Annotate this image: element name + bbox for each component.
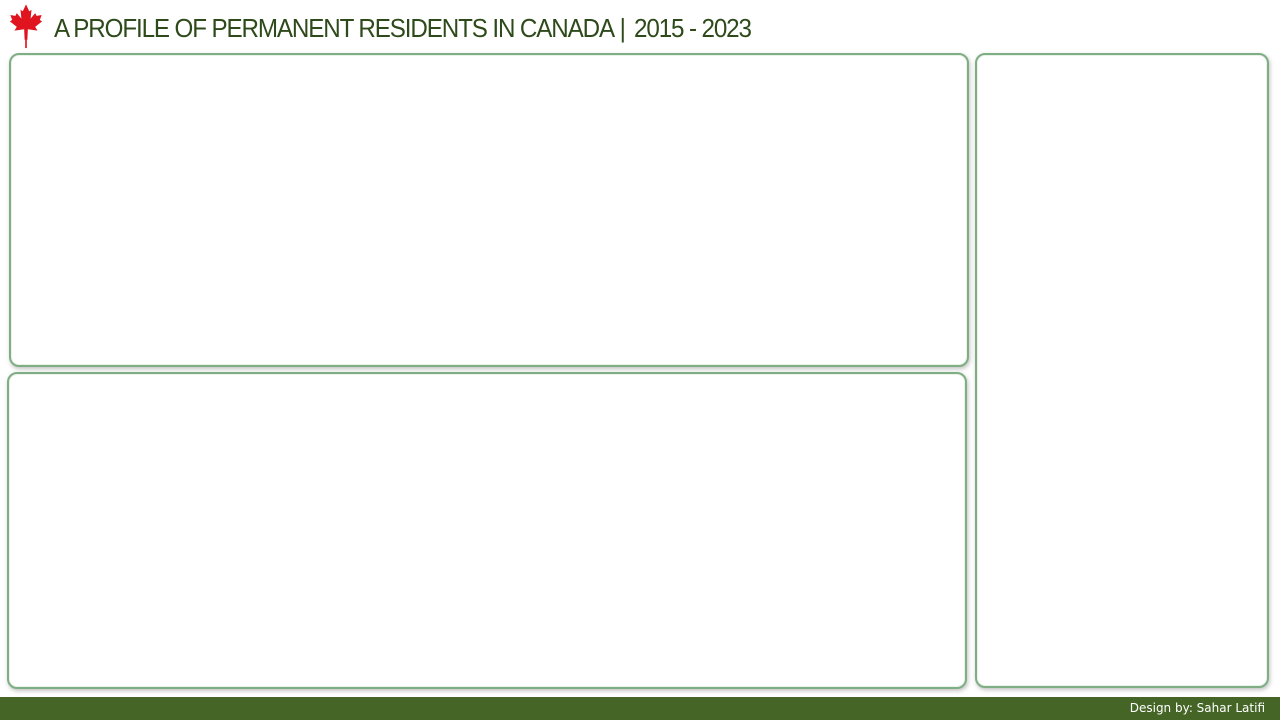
designer-credit: Design by: Sahar Latifi [1129,701,1265,715]
maple-leaf-icon [3,3,49,49]
right-side-panel [975,53,1269,688]
bottom-left-panel [7,372,967,689]
page-title: A PROFILE OF PERMANENT RESIDENTS IN CANA… [54,12,752,44]
title-separator: | [619,13,626,43]
dashboard-header: A PROFILE OF PERMANENT RESIDENTS IN CANA… [0,0,1280,52]
year-range: 2015 - 2023 [634,13,752,43]
top-left-panel [9,53,969,367]
title-text: A PROFILE OF PERMANENT RESIDENTS IN CANA… [54,13,615,43]
footer-bar: Design by: Sahar Latifi [0,697,1280,720]
